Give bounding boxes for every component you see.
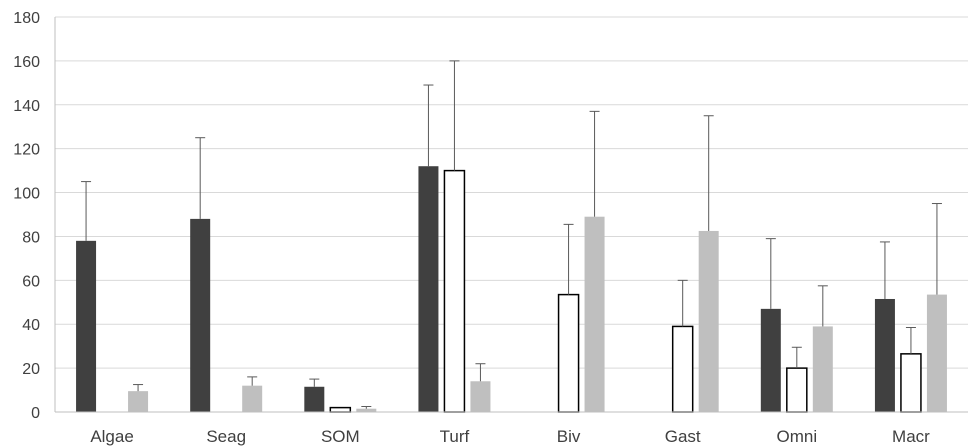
error-bars [81,60,942,409]
y-tick-label: 160 [13,54,40,71]
bar-omni-series-2 [786,367,808,413]
x-tick-label-seag: Seag [206,427,246,446]
x-tick-label-omni: Omni [777,427,818,446]
bar-turf-series-1 [418,166,439,412]
y-tick-label: 0 [31,405,40,422]
y-tick-label: 20 [22,361,40,378]
y-tick-label: 140 [13,98,40,115]
labels: 0 20 40 60 80 100 120 140 160 180 Algae Seag SOM Turf… [13,10,930,446]
bar-gast-series-2 [671,325,694,413]
bars [76,166,947,413]
x-tick-label-algae: Algae [90,427,133,446]
bar-macr-series-1 [874,298,895,412]
bar-omni-series-3 [812,326,833,412]
y-tick-label: 100 [13,186,40,203]
axes [54,17,968,413]
bar-biv-series-2 [557,293,580,413]
bar-omni-series-1 [760,308,781,412]
x-tick-label-macr: Macr [892,427,930,446]
bar-som-series-2 [329,406,352,413]
x-tick-label-gast: Gast [665,427,701,446]
bar-biv-series-3 [584,216,605,412]
bar-algae-series-3 [128,391,149,412]
bar-macr-series-2 [900,353,922,413]
y-tick-label: 80 [22,229,40,246]
y-tick-label: 180 [13,10,40,27]
bar-turf-series-3 [470,381,491,412]
bar-turf-series-2 [443,169,466,413]
bar-macr-series-3 [926,294,947,412]
bar-som-series-1 [304,386,325,412]
y-tick-label: 40 [22,317,40,334]
y-tick-label: 120 [13,142,40,159]
x-tick-label-biv: Biv [557,427,581,446]
bar-seag-series-3 [242,385,263,412]
bar-seag-series-1 [190,218,211,412]
y-tick-label: 60 [22,273,40,290]
bar-gast-series-3 [698,230,719,412]
x-tick-label-som: SOM [321,427,360,446]
x-tick-label-turf: Turf [440,427,470,446]
bar-algae-series-1 [76,240,97,412]
bar-som-series-3 [356,408,377,412]
